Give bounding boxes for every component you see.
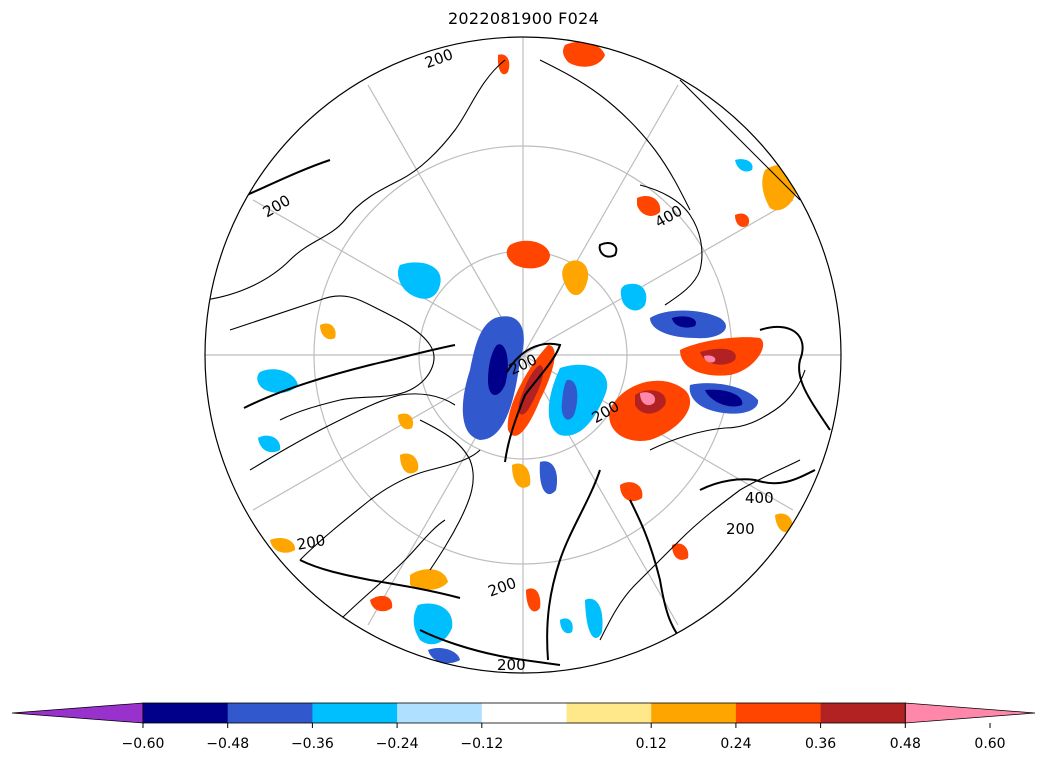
colorbar-ticks: −0.60 −0.48 −0.36 −0.24 −0.12 0.12 0.24 0.36 0.4… bbox=[122, 723, 1006, 752]
anomaly-blob bbox=[560, 618, 573, 634]
colorbar-tick-label: 0.24 bbox=[720, 736, 751, 752]
colorbar-segment bbox=[651, 703, 737, 723]
anomaly-blob bbox=[270, 538, 296, 553]
anomaly-blob bbox=[672, 543, 689, 560]
anomaly-blob bbox=[705, 389, 743, 407]
colorbar-tick-label: −0.36 bbox=[291, 736, 334, 752]
anomaly-shading bbox=[257, 41, 798, 664]
colorbar-tick-label: 0.48 bbox=[890, 736, 921, 752]
anomaly-blob bbox=[497, 54, 510, 75]
colorbar-outline bbox=[142, 702, 906, 724]
contour-label: 200 bbox=[295, 531, 326, 554]
colorbar-extend-max bbox=[904, 702, 1036, 724]
anomaly-blob bbox=[562, 260, 589, 296]
anomaly-blob bbox=[512, 463, 531, 488]
contour-label: 200 bbox=[422, 45, 455, 72]
anomaly-blob bbox=[526, 588, 541, 612]
anomaly-blob bbox=[620, 283, 647, 311]
anomaly-blob bbox=[539, 461, 558, 495]
anomaly-blob bbox=[398, 413, 414, 430]
colorbar-segment bbox=[481, 703, 567, 723]
anomaly-blob bbox=[410, 569, 448, 590]
colorbar-segment bbox=[143, 703, 229, 723]
colorbar-tick-label: −0.48 bbox=[206, 736, 249, 752]
map-boundary bbox=[204, 36, 842, 674]
colorbar-tick-label: 0.12 bbox=[636, 736, 667, 752]
colorbar-tick-label: −0.60 bbox=[122, 736, 165, 752]
anomaly-blob bbox=[735, 213, 750, 227]
colorbar-tick-label: 0.36 bbox=[805, 736, 836, 752]
anomaly-blob bbox=[400, 453, 419, 474]
colorbar-tick-label: −0.24 bbox=[376, 736, 419, 752]
colorbar-segment bbox=[735, 703, 822, 723]
anomaly-blob bbox=[672, 316, 696, 328]
anomaly-blob bbox=[258, 435, 281, 453]
anomaly-blob bbox=[561, 379, 578, 420]
map-title: 2022081900 F024 bbox=[447, 9, 600, 28]
anomaly-blob bbox=[518, 365, 544, 415]
anomaly-blob bbox=[585, 598, 603, 639]
anomaly-blob bbox=[704, 355, 716, 363]
coastlines bbox=[205, 59, 806, 641]
colorbar-segment bbox=[227, 703, 313, 723]
anomaly-blob bbox=[637, 195, 661, 216]
colorbar-tick-label: 0.60 bbox=[974, 736, 1005, 752]
contour-label: 200 bbox=[260, 191, 294, 221]
colorbar-segment bbox=[820, 703, 906, 723]
contour-label: 200 bbox=[497, 656, 526, 674]
anomaly-blob bbox=[428, 648, 460, 664]
colorbar-extend-min bbox=[11, 702, 144, 724]
colorbar-segment bbox=[397, 703, 483, 723]
colorbar-segment bbox=[566, 703, 652, 723]
colorbar-segments bbox=[11, 702, 1036, 724]
anomaly-blob bbox=[488, 344, 508, 396]
height-contours bbox=[239, 159, 831, 666]
contour-label: 200 bbox=[726, 520, 755, 538]
anomaly-blob bbox=[620, 482, 643, 502]
anomaly-blob bbox=[413, 603, 453, 645]
anomaly-blob bbox=[640, 392, 656, 406]
contour-label: 200 bbox=[486, 574, 519, 601]
anomaly-blob bbox=[320, 323, 336, 340]
anomaly-blob bbox=[775, 513, 793, 533]
anomaly-blob bbox=[506, 240, 550, 269]
anomaly-blob bbox=[548, 364, 608, 436]
anomaly-blob bbox=[735, 159, 753, 172]
polar-map: 200 200 200 400 200 400 200 200 200 200 bbox=[204, 36, 842, 674]
contour-label: 400 bbox=[745, 489, 774, 507]
colorbar-segment bbox=[312, 703, 398, 723]
anomaly-blob bbox=[370, 595, 393, 612]
colorbar-tick-label: −0.12 bbox=[460, 736, 503, 752]
anomaly-blob bbox=[762, 165, 798, 211]
anomaly-blob bbox=[397, 262, 441, 299]
anomaly-blob bbox=[563, 41, 605, 67]
colorbar: −0.60 −0.48 −0.36 −0.24 −0.12 0.12 0.24 0.36 0.4… bbox=[11, 702, 1036, 752]
anomaly-blob bbox=[257, 369, 298, 393]
